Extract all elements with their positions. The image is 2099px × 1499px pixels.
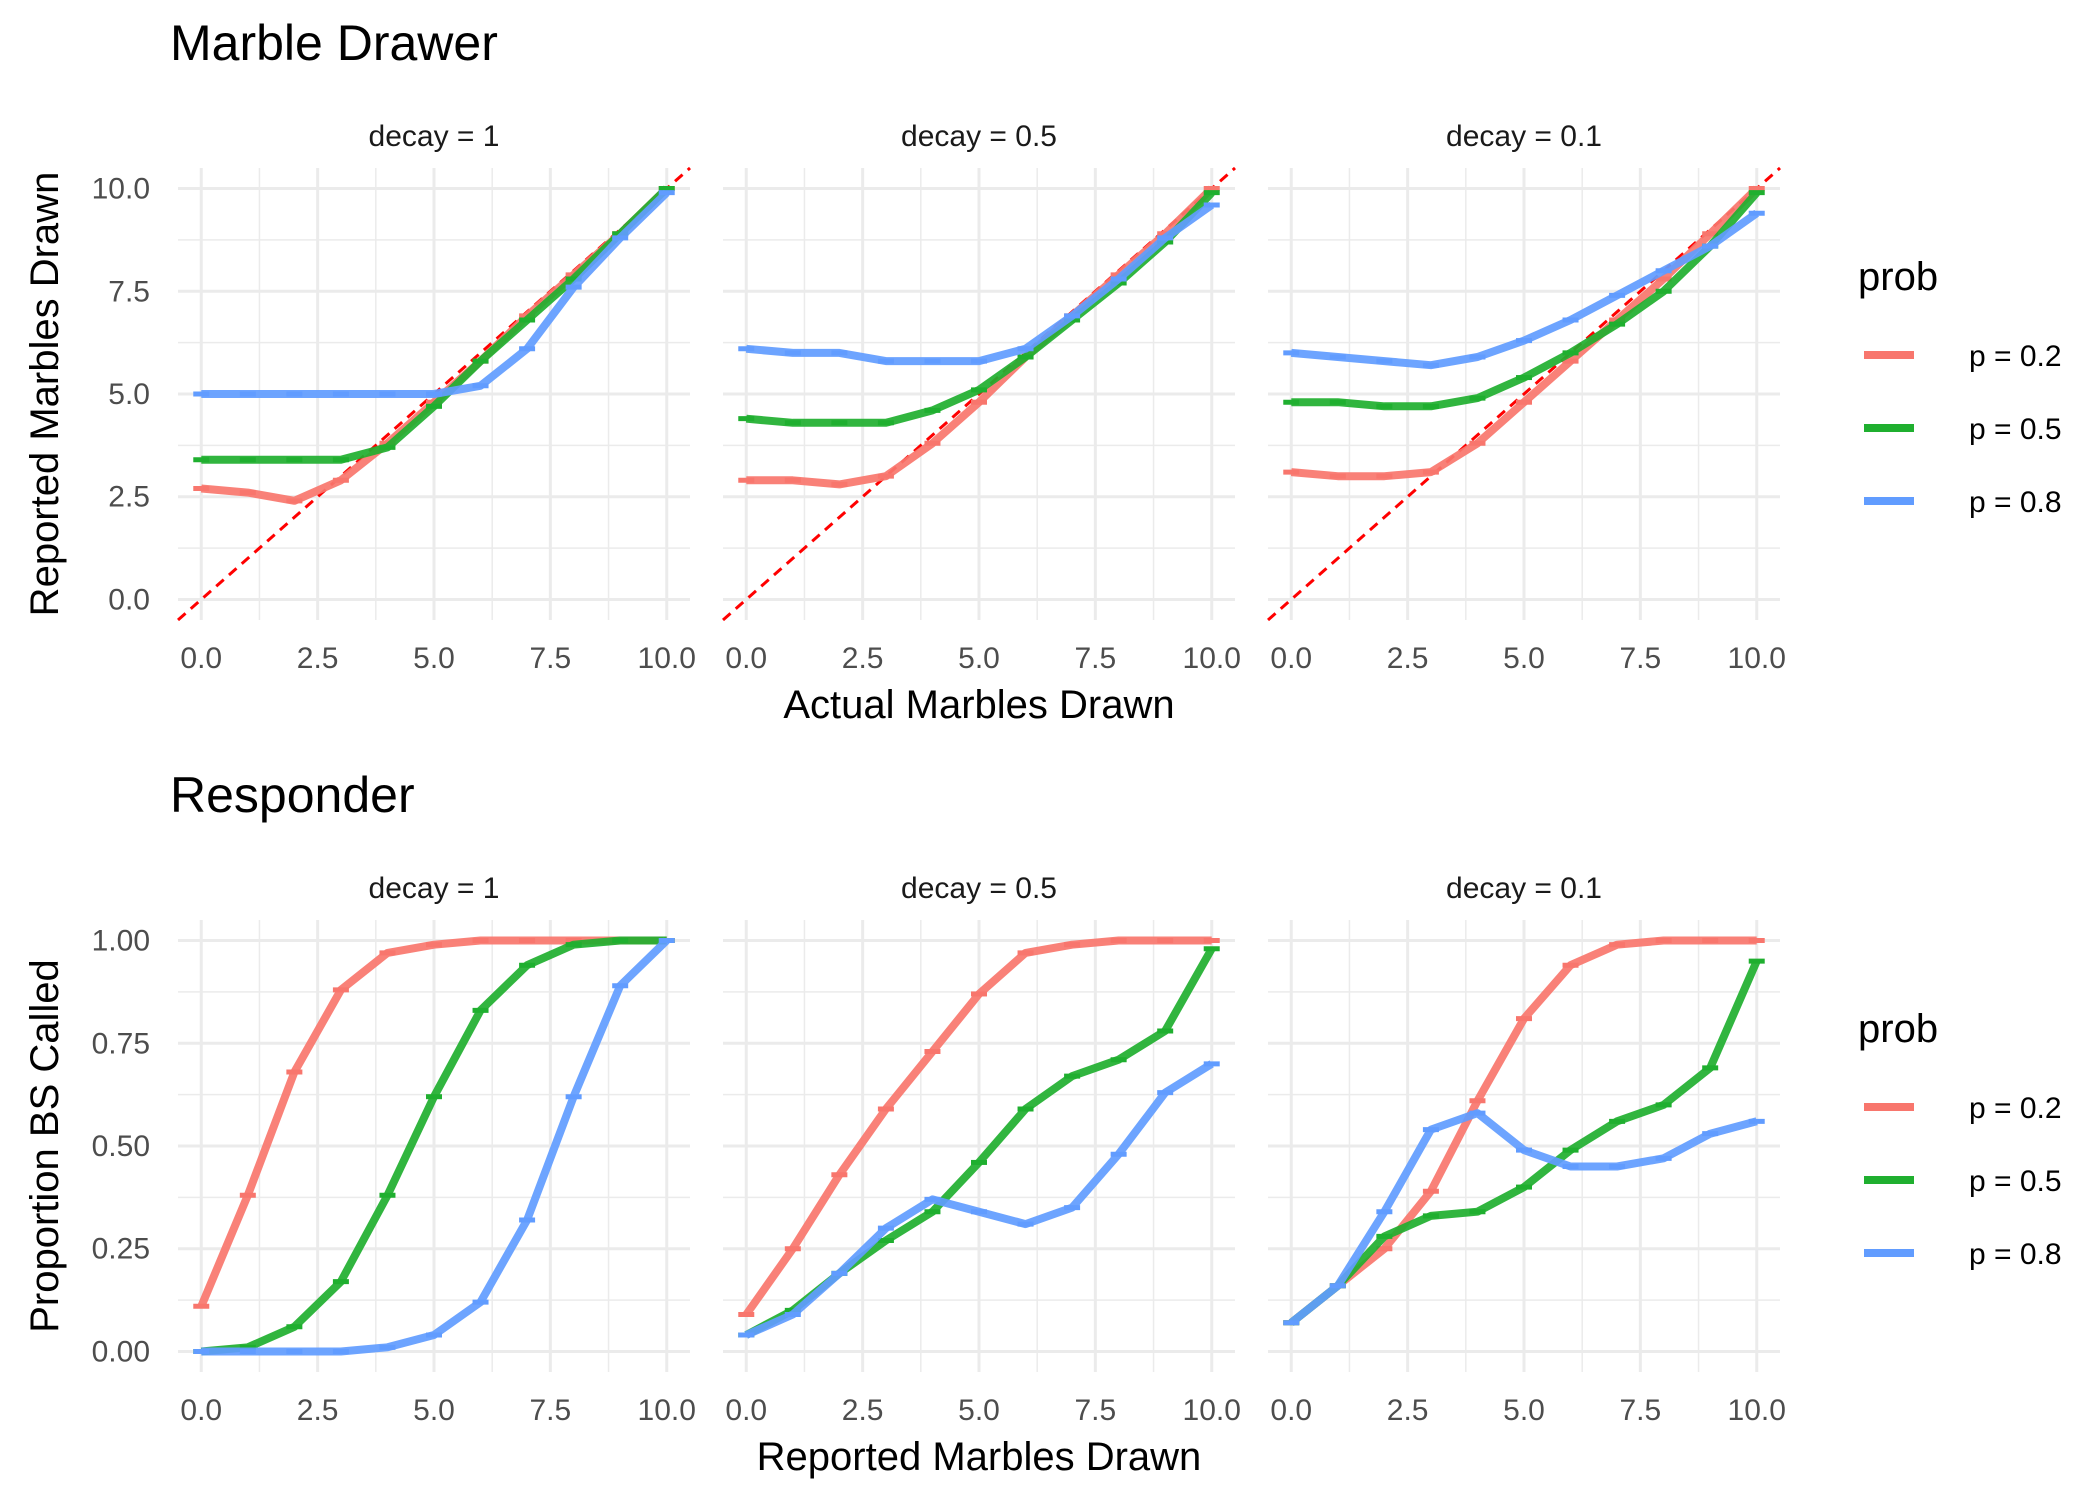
y-tick-label: 1.00 xyxy=(92,925,150,958)
x-tick-label: 7.5 xyxy=(1620,1394,1662,1427)
x-tick-label: 5.0 xyxy=(958,1394,1000,1427)
x-tick-label: 7.5 xyxy=(1620,642,1662,675)
chart-1: Responder decay = 1 0.0 2.5 5.0 7.5 10.0 0.00 0.… xyxy=(23,767,2062,1479)
x-tick-label: 0.0 xyxy=(180,1394,222,1427)
y-axis-label: Reported Marbles Drawn xyxy=(23,172,67,617)
legend-entry: p = 0.8 xyxy=(1969,486,2062,519)
x-tick-label: 7.5 xyxy=(530,642,572,675)
y-tick-label: 0.75 xyxy=(92,1027,150,1060)
facet-panel: decay = 0.1 0.0 2.5 5.0 7.5 10.0 xyxy=(1268,872,1786,1427)
y-tick-label: 0.50 xyxy=(92,1130,150,1163)
legend-entry: p = 0.2 xyxy=(1969,340,2062,373)
facet-panel: decay = 0.5 0.0 2.5 5.0 7.5 10.0 xyxy=(723,872,1241,1427)
y-tick-label: 5.0 xyxy=(108,378,150,411)
x-tick-label: 0.0 xyxy=(1270,642,1312,675)
facet-strip-label: decay = 0.1 xyxy=(1446,120,1602,153)
legend-title: prob xyxy=(1858,1007,1938,1051)
y-tick-label: 2.5 xyxy=(108,481,150,514)
y-tick-label: 7.5 xyxy=(108,275,150,308)
legend-entry: p = 0.5 xyxy=(1969,1165,2062,1198)
facet-panel: decay = 0.5 0.0 2.5 5.0 7.5 10.0 xyxy=(722,120,1241,675)
x-tick-label: 0.0 xyxy=(725,1394,767,1427)
y-axis-label: Proportion BS Called xyxy=(23,959,67,1333)
legend-entry: p = 0.5 xyxy=(1969,413,2062,446)
legend: prob p = 0.2 p = 0.5 p = 0.8 xyxy=(1858,255,2062,519)
facet-panel: decay = 1 0.0 2.5 5.0 7.5 10.0 0.00 0.25 0.50 0.7… xyxy=(92,872,696,1427)
facet-strip-label: decay = 0.5 xyxy=(901,872,1057,905)
x-tick-label: 10.0 xyxy=(638,1394,696,1427)
x-tick-label: 5.0 xyxy=(958,642,1000,675)
x-tick-label: 2.5 xyxy=(842,1394,884,1427)
x-tick-label: 2.5 xyxy=(1387,642,1429,675)
x-tick-label: 2.5 xyxy=(842,642,884,675)
x-tick-label: 7.5 xyxy=(1075,642,1117,675)
x-tick-label: 5.0 xyxy=(413,1394,455,1427)
x-axis-label: Actual Marbles Drawn xyxy=(783,683,1174,727)
x-tick-label: 0.0 xyxy=(180,642,222,675)
facet-strip-label: decay = 0.5 xyxy=(901,120,1057,153)
x-tick-label: 0.0 xyxy=(725,642,767,675)
x-tick-label: 2.5 xyxy=(1387,1394,1429,1427)
x-tick-label: 5.0 xyxy=(413,642,455,675)
facet-strip-label: decay = 0.1 xyxy=(1446,872,1602,905)
x-tick-label: 5.0 xyxy=(1503,1394,1545,1427)
x-tick-label: 5.0 xyxy=(1503,642,1545,675)
legend-entry: p = 0.2 xyxy=(1969,1092,2062,1125)
chart-title: Marble Drawer xyxy=(170,15,498,71)
x-tick-label: 10.0 xyxy=(1728,642,1786,675)
y-tick-label: 0.0 xyxy=(108,583,150,616)
x-tick-label: 10.0 xyxy=(638,642,696,675)
chart-title: Responder xyxy=(170,767,415,823)
y-tick-label: 0.25 xyxy=(92,1233,150,1266)
facet-panel: decay = 0.1 0.0 2.5 5.0 7.5 10.0 xyxy=(1267,120,1786,675)
x-tick-label: 7.5 xyxy=(530,1394,572,1427)
x-tick-label: 10.0 xyxy=(1183,642,1241,675)
x-tick-label: 2.5 xyxy=(297,642,339,675)
x-tick-label: 2.5 xyxy=(297,1394,339,1427)
x-axis-label: Reported Marbles Drawn xyxy=(757,1435,1202,1479)
x-tick-label: 7.5 xyxy=(1075,1394,1117,1427)
facet-strip-label: decay = 1 xyxy=(369,120,500,153)
facet-strip-label: decay = 1 xyxy=(369,872,500,905)
legend: prob p = 0.2 p = 0.5 p = 0.8 xyxy=(1858,1007,2062,1271)
chart-0: Marble Drawer decay = 1 0.0 2.5 5.0 7.5 10.0 0.… xyxy=(23,15,2062,727)
legend-title: prob xyxy=(1858,255,1938,299)
x-tick-label: 10.0 xyxy=(1183,1394,1241,1427)
y-tick-label: 10.0 xyxy=(92,173,150,206)
y-tick-label: 0.00 xyxy=(92,1335,150,1368)
legend-entry: p = 0.8 xyxy=(1969,1238,2062,1271)
x-tick-label: 10.0 xyxy=(1728,1394,1786,1427)
x-tick-label: 0.0 xyxy=(1270,1394,1312,1427)
facet-panel: decay = 1 0.0 2.5 5.0 7.5 10.0 0.0 2.5 5.0 7.5 10.… xyxy=(92,120,696,675)
